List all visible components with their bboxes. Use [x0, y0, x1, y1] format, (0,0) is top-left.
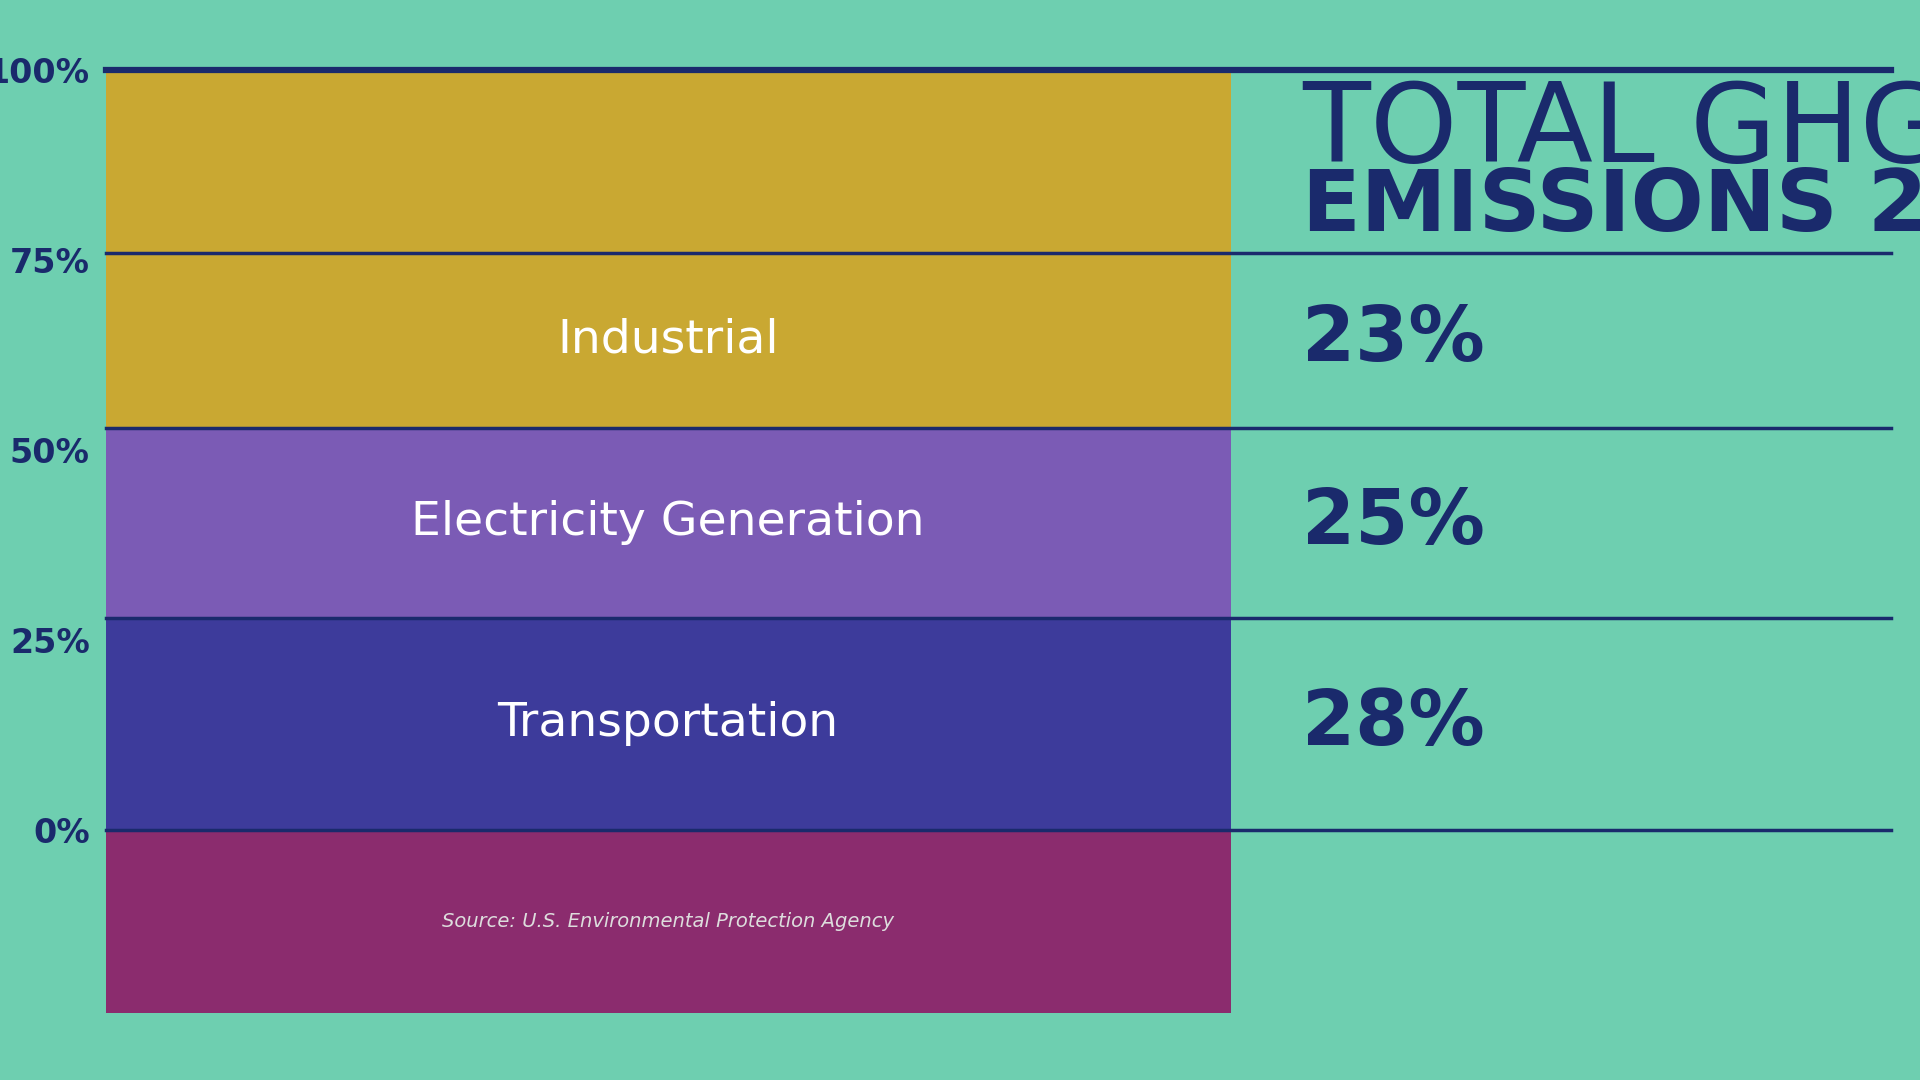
Bar	[106, 831, 1231, 1013]
Bar	[106, 428, 1231, 618]
Text: Transportation: Transportation	[497, 702, 839, 746]
Bar	[106, 70, 1231, 253]
Text: 23%: 23%	[1302, 303, 1484, 377]
Text: 28%: 28%	[1302, 687, 1484, 761]
Text: 25%: 25%	[1302, 486, 1484, 559]
Text: Source: U.S. Environmental Protection Agency: Source: U.S. Environmental Protection Ag…	[442, 913, 895, 931]
Text: TOTAL GHG: TOTAL GHG	[1302, 78, 1920, 185]
Text: Electricity Generation: Electricity Generation	[411, 500, 925, 545]
Text: EMISSIONS 2022: EMISSIONS 2022	[1302, 165, 1920, 248]
Bar	[106, 618, 1231, 831]
Bar	[106, 253, 1231, 428]
Text: Industrial: Industrial	[557, 318, 780, 363]
